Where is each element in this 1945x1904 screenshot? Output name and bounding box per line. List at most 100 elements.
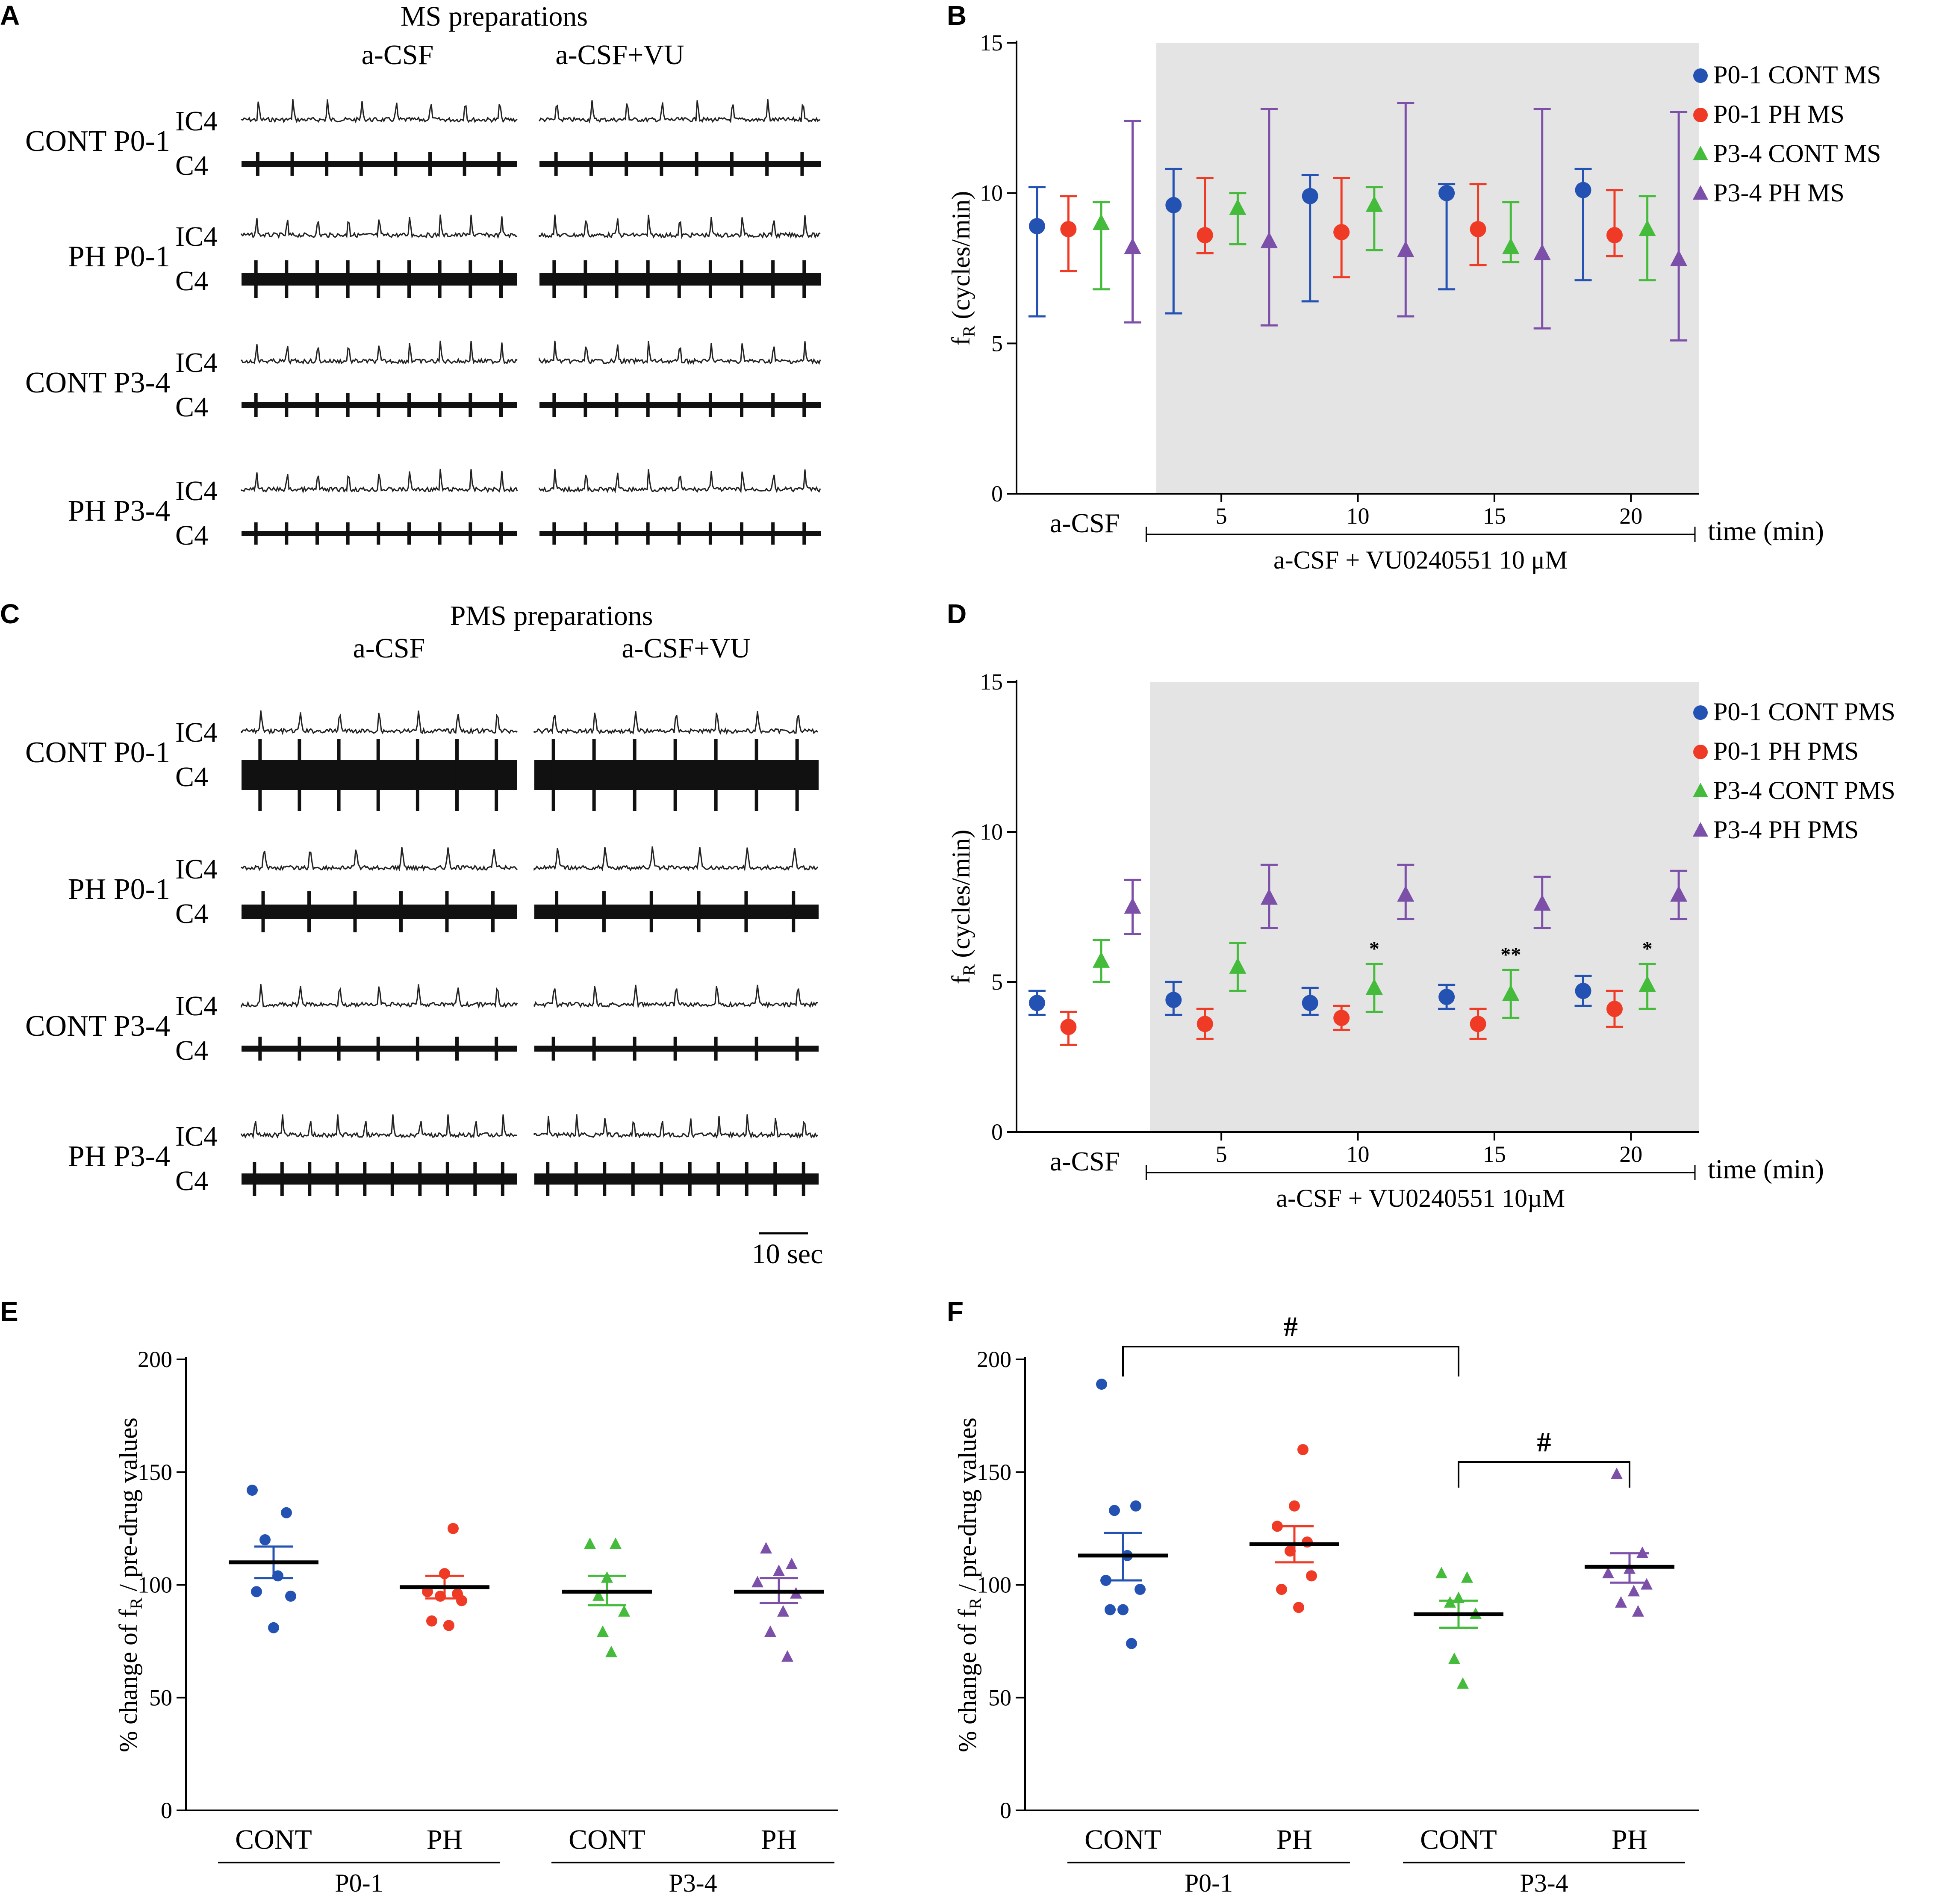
mean-point <box>1606 1001 1623 1017</box>
mean-point <box>1438 185 1455 201</box>
data-point <box>618 1605 630 1617</box>
panel-letter-f: F <box>947 1296 964 1327</box>
mean-point <box>1302 995 1318 1011</box>
data-point <box>1306 1570 1317 1582</box>
ic4-trace <box>539 214 821 239</box>
legend-label: P0-1 CONT MS <box>1713 61 1881 89</box>
data-point <box>259 1534 271 1545</box>
y-tick-label: 0 <box>1000 1798 1011 1823</box>
mean-point <box>1502 238 1520 254</box>
x-unit-label: time (min) <box>1708 1154 1824 1184</box>
group-label: P0-1 <box>1185 1869 1233 1897</box>
data-point <box>285 1590 296 1602</box>
y-axis-label-main: f <box>947 337 975 345</box>
x-tick-label: a-CSF <box>1050 508 1120 538</box>
mean-point <box>1502 984 1520 1001</box>
trace-label-c4: C4 <box>175 761 208 793</box>
mean-point <box>1196 227 1213 244</box>
y-tick-label: 50 <box>988 1685 1011 1710</box>
legend-label: P3-4 CONT MS <box>1713 139 1881 168</box>
data-point <box>777 1605 789 1617</box>
data-point <box>281 1507 292 1518</box>
data-point <box>1293 1602 1304 1613</box>
mean-point <box>1470 221 1486 238</box>
mean-point <box>1333 1010 1350 1026</box>
panel-c-title: PMS preparations <box>450 600 653 631</box>
chart-d: 0 5 10 15 fR (cycles/min) a-CSF 5 10 15 20 time (m… <box>947 669 1895 1212</box>
panel-letter-e: E <box>0 1296 18 1327</box>
x-tick-label: 15 <box>1483 503 1506 529</box>
group-label: CONT P3-4 <box>25 1010 170 1043</box>
data-point <box>1276 1584 1287 1595</box>
ic4-trace <box>539 99 821 124</box>
trace-label-c4: C4 <box>175 898 208 929</box>
y-axis-label-sub: R <box>959 964 978 976</box>
mean-point <box>1093 951 1110 968</box>
significance-star: * <box>1369 937 1379 960</box>
mean-point <box>1333 224 1350 241</box>
data-point <box>1126 1638 1137 1649</box>
ic4-trace <box>533 846 819 872</box>
legend-label: P0-1 CONT PMS <box>1713 698 1895 726</box>
group-label: PH P0-1 <box>68 240 170 273</box>
mean-point <box>1575 983 1591 999</box>
category-label: CONT <box>1084 1824 1161 1855</box>
mean-point <box>1165 992 1182 1008</box>
data-point <box>610 1537 622 1549</box>
data-point <box>1611 1468 1623 1480</box>
y-axis-label: fR (cycles/min) <box>947 191 978 346</box>
mean-point <box>1028 218 1045 235</box>
panel-letter-d: D <box>947 598 967 629</box>
x-unit-label: time (min) <box>1708 516 1824 546</box>
panel-letter-a: A <box>0 0 20 31</box>
panel-a-title: MS preparations <box>401 1 588 32</box>
y-axis-label: % change of fR / pre-drug values <box>953 1418 985 1752</box>
category-label: CONT <box>235 1824 312 1855</box>
x-tick-label: a-CSF <box>1050 1146 1120 1176</box>
x-tick-label: 20 <box>1619 1141 1642 1167</box>
group-label: CONT P3-4 <box>25 366 170 399</box>
ic4-trace <box>241 99 518 124</box>
mean-point <box>1397 241 1415 257</box>
data-point <box>1461 1571 1473 1583</box>
group-label: CONT P0-1 <box>25 736 170 769</box>
y-axis-label-main: % change of f <box>953 1609 981 1752</box>
mean-point <box>1060 221 1077 238</box>
y-tick-label: 50 <box>149 1685 172 1710</box>
mean-point <box>1124 897 1141 914</box>
mean-point <box>1533 244 1551 260</box>
trace-label-ic4: IC4 <box>175 990 218 1022</box>
drug-shaded-region <box>1156 43 1699 494</box>
y-tick-label: 150 <box>138 1459 172 1485</box>
scale-bar-label: 10 sec <box>752 1238 823 1270</box>
legend-label: P3-4 PH PMS <box>1713 816 1859 844</box>
data-point <box>786 1558 798 1570</box>
ic4-trace <box>533 711 819 735</box>
legend-label: P0-1 PH PMS <box>1713 737 1859 765</box>
group-label: PH P3-4 <box>68 495 170 528</box>
panel-letter-c: C <box>0 598 20 629</box>
mean-point <box>1028 995 1045 1011</box>
group-label: PH P3-4 <box>68 1140 170 1173</box>
x-tick-label: 5 <box>1216 503 1227 529</box>
y-axis-label-rest: (cycles/min) <box>947 830 975 964</box>
category-label: PH <box>1612 1824 1647 1855</box>
data-point <box>760 1542 772 1554</box>
drug-bracket-label: a-CSF + VU0240551 10µM <box>1276 1184 1565 1212</box>
data-point <box>1135 1584 1146 1595</box>
x-tick-label: 15 <box>1483 1141 1506 1167</box>
trace-label-c4: C4 <box>175 392 208 423</box>
trace-label-c4: C4 <box>175 265 208 297</box>
legend-marker <box>1693 822 1708 837</box>
group-label: P0-1 <box>335 1869 383 1897</box>
trace-label-ic4: IC4 <box>175 1121 218 1152</box>
trace-label-ic4: IC4 <box>175 475 218 507</box>
y-tick-label: 15 <box>980 669 1003 695</box>
y-tick-label: 0 <box>161 1798 172 1823</box>
ic4-trace <box>241 984 518 1009</box>
chart-e: 0 50 100 150 200 % change of fR / pre-drug va… <box>114 1347 838 1897</box>
data-point <box>268 1622 279 1633</box>
y-axis-label-sub: R <box>966 1597 985 1609</box>
data-point <box>781 1650 793 1662</box>
trace-label-ic4: IC4 <box>175 347 218 378</box>
